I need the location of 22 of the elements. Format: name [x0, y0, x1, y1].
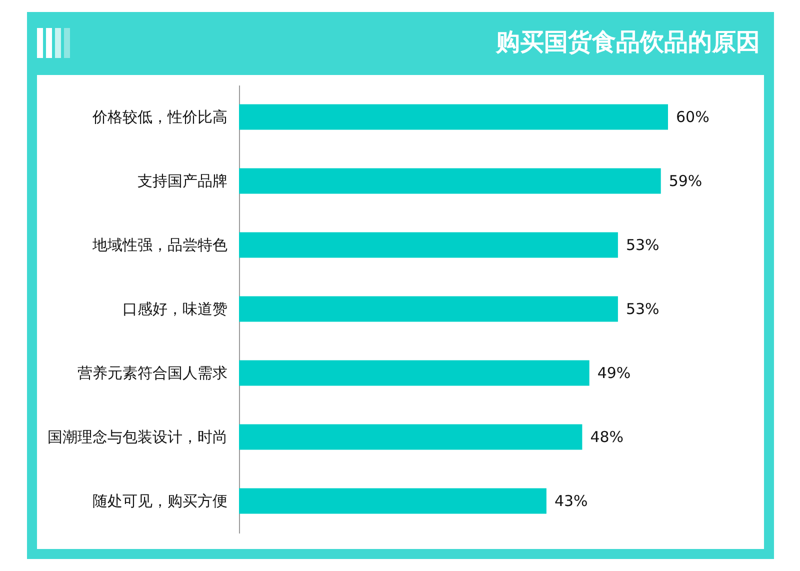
- data-label: 53%: [626, 236, 660, 254]
- bar: [239, 232, 618, 258]
- bar: [239, 104, 668, 130]
- bar: [239, 168, 661, 194]
- y-tick-label: 国潮理念与包装设计，时尚: [48, 428, 228, 446]
- y-tick-label: 地域性强，品尝特色: [92, 236, 228, 254]
- bar: [239, 488, 546, 514]
- data-label: 48%: [590, 428, 624, 446]
- y-tick-label: 随处可见，购买方便: [92, 492, 228, 510]
- y-tick-label: 支持国产品牌: [138, 172, 228, 190]
- data-label: 49%: [597, 364, 631, 382]
- data-label: 43%: [554, 492, 588, 510]
- data-label: 60%: [676, 108, 710, 126]
- bar: [239, 296, 618, 322]
- bar: [239, 360, 590, 386]
- y-tick-label: 价格较低，性价比高: [92, 108, 228, 126]
- data-label: 53%: [626, 300, 660, 318]
- bar: [239, 424, 582, 450]
- y-tick-label: 口感好，味道赞: [122, 300, 228, 318]
- y-tick-label: 营养元素符合国人需求: [78, 364, 228, 382]
- chart-title: 购买国货食品饮品的原因: [496, 27, 760, 58]
- data-label: 59%: [668, 172, 702, 190]
